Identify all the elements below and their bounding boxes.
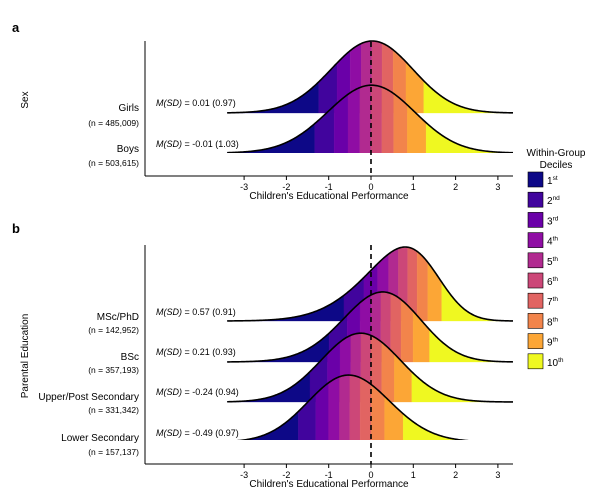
decile-6-lower-secondary (349, 374, 361, 440)
density-outline-boys (227, 84, 513, 153)
panel-b-group-labels: MSc/PhD (n = 142,952) BSc (n = 357,193) … (38, 312, 139, 457)
stat-msc-phd: M(SD) = 0.57 (0.91) (156, 307, 236, 317)
panel-b-stats: M(SD) = 0.57 (0.91) M(SD) = 0.21 (0.93) … (156, 307, 239, 438)
stat-girls: M(SD) = 0.01 (0.97) (156, 98, 236, 108)
stat-boys: M(SD) = -0.01 (1.03) (156, 139, 239, 149)
legend-label-8: 8th (547, 316, 558, 328)
x-tick-label: -3 (240, 182, 248, 192)
legend-swatch-6 (527, 272, 544, 289)
legend-label-7: 7th (547, 296, 558, 308)
decile-10-bsc (429, 329, 513, 363)
group-n-boys: (n = 503,615) (88, 158, 139, 168)
group-label-bsc: BSc (121, 352, 139, 363)
legend-label-5: 5th (547, 256, 558, 268)
x-tick-label: -3 (240, 470, 248, 480)
group-label-upper-post-secondary: Upper/Post Secondary (38, 392, 139, 403)
legend-title-line2: Deciles (540, 160, 573, 171)
legend-swatch-4 (527, 232, 544, 248)
decile-7-boys (381, 86, 394, 153)
group-label-boys: Boys (117, 144, 139, 155)
x-tick-label: 1 (411, 182, 416, 192)
group-n-upper-post-secondary: (n = 331,342) (88, 405, 139, 415)
decile-1-bsc (227, 332, 330, 363)
group-n-bsc: (n = 357,193) (88, 365, 139, 375)
group-label-msc-phd: MSc/PhD (97, 312, 139, 323)
panel-a-ylabel: Sex (20, 91, 31, 108)
legend-swatch-9 (527, 333, 544, 349)
legend: Within-Group Deciles 1st 2nd 3rd 4th 5th 6th 7… (527, 148, 586, 370)
legend-label-3: 3rd (547, 215, 559, 227)
panel-b-ridges (227, 246, 513, 440)
decile-8-msc-phd (416, 251, 428, 322)
x-tick-label: -2 (282, 182, 290, 192)
stat-upper-post-secondary: M(SD) = -0.24 (0.94) (156, 387, 239, 397)
x-tick-label: 1 (411, 470, 416, 480)
group-n-lower-secondary: (n = 157,137) (88, 447, 139, 457)
group-label-lower-secondary: Lower Secondary (61, 433, 139, 444)
legend-label-9: 9th (547, 337, 558, 349)
group-n-girls: (n = 485,009) (88, 118, 139, 128)
panel-b-ylabel: Parental Education (20, 314, 31, 399)
decile-1-msc-phd (227, 294, 345, 322)
panel-a: a Sex Girls (n = 485,009) Boys (n = 503,… (12, 20, 513, 202)
group-n-msc-phd: (n = 142,952) (88, 325, 139, 335)
x-tick-label: 3 (495, 470, 500, 480)
legend-label-4: 4th (547, 236, 558, 248)
density-outline-msc-phd (227, 246, 513, 322)
legend-swatch-3 (527, 212, 544, 228)
x-tick-label: 0 (368, 182, 373, 192)
panel-b-xlabel: Children's Educational Performance (249, 479, 409, 490)
x-tick-label: 2 (453, 470, 458, 480)
panel-a-stats: M(SD) = 0.01 (0.97) M(SD) = -0.01 (1.03) (156, 98, 239, 149)
panel-b-x-ticks: -3 -2 -1 0 1 2 3 (240, 464, 500, 480)
panel-b: b Parental Education MSc/PhD (n = 142,95… (12, 221, 513, 490)
panel-a-xlabel: Children's Educational Performance (249, 191, 409, 202)
panel-a-label: a (12, 20, 20, 35)
legend-label-10: 10th (547, 357, 564, 369)
decile-5-boys (359, 85, 372, 153)
panel-a-x-ticks: -3 -2 -1 0 1 2 3 (240, 176, 500, 192)
stat-bsc: M(SD) = 0.21 (0.93) (156, 347, 236, 357)
legend-swatch-2 (527, 191, 544, 208)
x-tick-label: 2 (453, 182, 458, 192)
ridge-boys (227, 84, 513, 153)
legend-label-1: 1st (547, 175, 558, 187)
legend-swatch-7 (527, 292, 544, 309)
x-tick-label: 0 (368, 470, 373, 480)
decile-4-lower-secondary (328, 376, 340, 440)
decile-7-lower-secondary (359, 377, 372, 440)
ridge-lower-secondary (236, 374, 470, 440)
decile-9-lower-secondary (384, 395, 404, 440)
decile-4-boys (347, 87, 360, 153)
group-label-girls: Girls (118, 103, 139, 114)
decile-10-lower-secondary (403, 413, 463, 440)
stat-lower-secondary: M(SD) = -0.49 (0.97) (156, 428, 239, 438)
x-tick-label: -1 (325, 182, 333, 192)
legend-swatch-10 (527, 353, 544, 370)
panel-b-label: b (12, 221, 20, 236)
x-tick-label: -1 (325, 470, 333, 480)
legend-swatch-5 (527, 252, 544, 269)
panel-a-ridges (227, 40, 513, 153)
legend-label-6: 6th (547, 276, 558, 288)
decile-10-upper-post-secondary (411, 371, 513, 403)
x-tick-label: -2 (282, 470, 290, 480)
density-outline-girls (227, 40, 513, 114)
decile-6-boys (370, 85, 383, 153)
decile-5-lower-secondary (339, 374, 350, 440)
legend-swatch-8 (527, 313, 544, 329)
x-tick-label: 3 (495, 182, 500, 192)
decile-10-msc-phd (441, 281, 513, 322)
legend-swatch-1 (527, 171, 544, 188)
panel-a-group-labels: Girls (n = 485,009) Boys (n = 503,615) (88, 103, 139, 168)
legend-label-2: 2nd (547, 195, 560, 207)
legend-title-line1: Within-Group (527, 148, 586, 159)
